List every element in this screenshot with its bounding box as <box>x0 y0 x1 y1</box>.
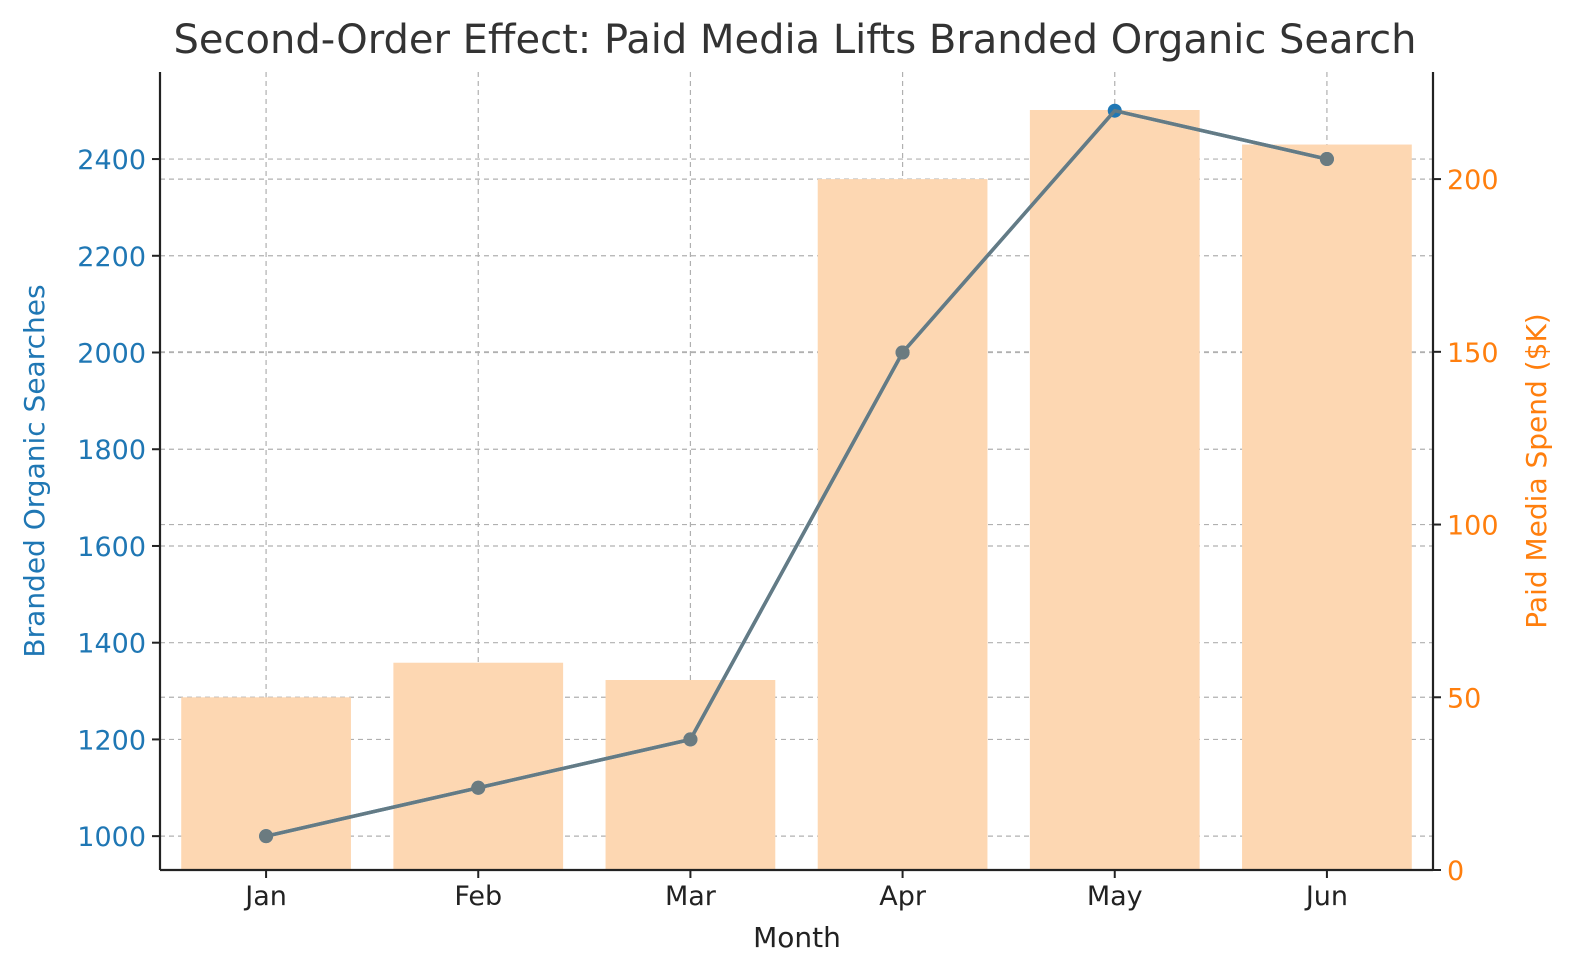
left-tick-label: 1800 <box>77 435 146 466</box>
bar-may <box>1029 110 1200 870</box>
left-tick-label: 1400 <box>77 629 146 660</box>
overlay-point-jun <box>1319 152 1334 167</box>
bar-feb <box>393 662 564 870</box>
bar-apr <box>817 179 988 870</box>
right-tick-label: 50 <box>1447 683 1481 714</box>
overlay-point-apr <box>895 345 910 360</box>
overlay-point-mar <box>683 732 698 747</box>
right-tick-label: 150 <box>1447 338 1499 369</box>
right-tick-label: 100 <box>1447 511 1499 542</box>
x-tick-label: Feb <box>454 881 502 912</box>
right-tick-label: 0 <box>1447 856 1464 887</box>
x-tick-label: Jun <box>1304 881 1348 912</box>
overlay-point-feb <box>471 780 486 795</box>
left-tick-label: 1000 <box>77 822 146 853</box>
bar-mar <box>605 680 776 870</box>
bar-layer <box>181 110 1412 870</box>
tick-layer: Jan Feb Mar Apr May Jun1000120014001600180020… <box>77 145 1498 912</box>
left-tick-label: 1600 <box>77 532 146 563</box>
x-axis-label: Month <box>753 921 841 954</box>
right-axis-label: Paid Media Spend ($K) <box>1520 313 1553 628</box>
x-tick-label: May <box>1087 881 1143 912</box>
line-layer <box>259 103 1334 844</box>
overlay-point-jan <box>259 829 274 844</box>
organic-overlay-line <box>265 108 1328 838</box>
bar-jun <box>1242 144 1412 870</box>
left-axis-label: Branded Organic Searches <box>18 284 51 657</box>
left-tick-label: 2000 <box>77 339 146 370</box>
left-tick-label: 1200 <box>77 725 146 756</box>
left-tick-label: 2200 <box>77 242 146 273</box>
axis-layer <box>158 72 1435 872</box>
chart-title: Second-Order Effect: Paid Media Lifts Br… <box>174 17 1417 63</box>
x-tick-label: Mar <box>665 881 717 912</box>
x-tick-label: Apr <box>879 881 927 912</box>
x-tick-label: Jan <box>243 881 287 912</box>
left-tick-label: 2400 <box>77 145 146 176</box>
right-tick-label: 200 <box>1447 165 1499 196</box>
bar-jan <box>181 697 351 870</box>
